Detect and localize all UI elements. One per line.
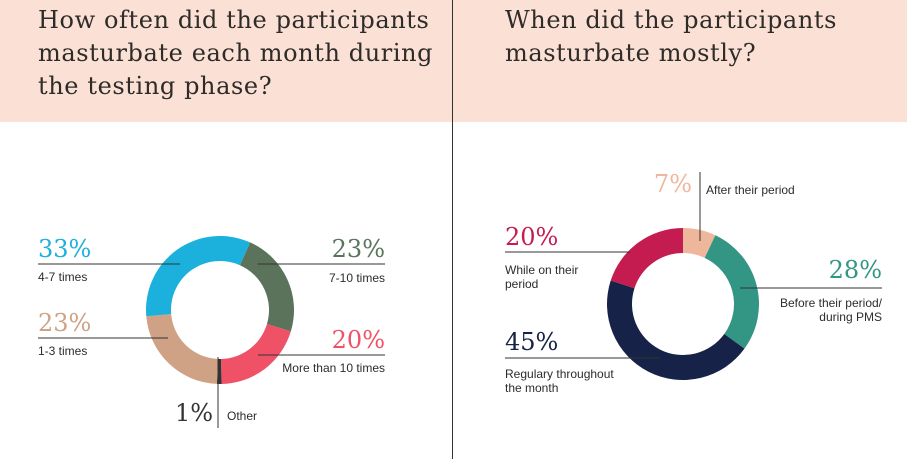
chart-title-right: When did the participants masturbate mos… [505,6,838,67]
donut-slice-4-7-times [146,236,251,317]
header-band [0,0,907,122]
legend-label-before-period: Before their period/ during PMS [779,296,882,324]
value-label-7-10: 23% [331,235,385,263]
donut-slice-more-than-10-times [221,324,291,384]
legend-label-more-10: More than 10 times [282,361,385,375]
donut-chart-frequency [146,236,294,384]
value-label-before-period: 28% [828,256,882,284]
value-label-regularly: 45% [505,328,559,356]
legend-label-1-3: 1-3 times [38,344,88,358]
donut-slice-regulary-throughout-the-month [607,280,745,381]
value-label-more-10: 20% [331,326,385,354]
chart-title-left: How often did the participants masturbat… [38,6,434,100]
value-label-1-3: 23% [38,309,92,337]
leader-lines [38,172,882,428]
legend-label-regularly: Regulary throughout the month [505,367,614,395]
donut-slice-before-their-period-during-pms [704,235,759,349]
donut-slice-1-3-times [146,314,218,384]
value-label-other: 1% [175,399,214,427]
donut-slice-after-their-period [683,228,716,258]
legend-label-other: Other [227,409,258,423]
donut-slice-while-on-their-period [610,228,683,289]
legend-label-after-period: After their period [706,183,795,197]
value-label-after-period: 7% [653,170,692,198]
legend-label-4-7: 4-7 times [38,270,88,284]
value-label-while-period: 20% [505,223,559,251]
panel-divider [452,0,453,459]
donut-chart-timing [607,228,759,381]
legend-label-7-10: 7-10 times [328,271,385,285]
legend-label-while-period: While on their period [505,263,579,291]
donut-slice-7-10-times [239,242,294,332]
value-label-4-7: 33% [38,235,92,263]
